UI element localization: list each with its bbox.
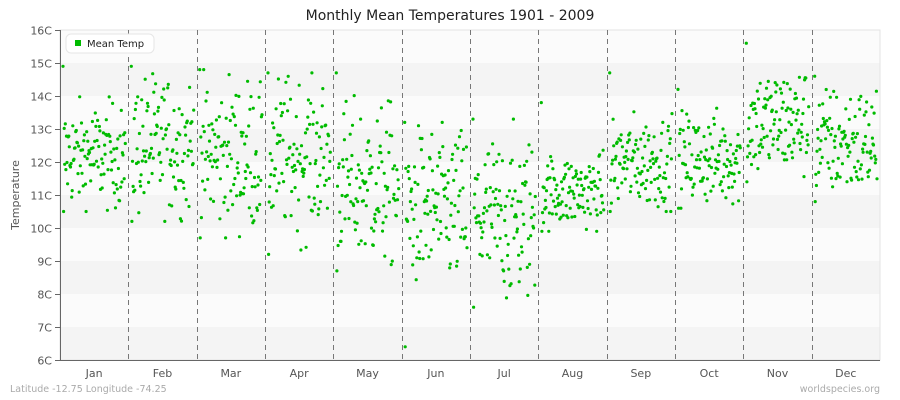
y-tick-label: 6C — [37, 355, 52, 368]
x-tick-label: Mar — [220, 367, 241, 380]
data-points — [61, 41, 879, 349]
y-tick-label: 16C — [30, 25, 52, 38]
x-tick-label: Sep — [630, 367, 651, 380]
x-tick-label: May — [356, 367, 379, 380]
y-tick-label: 10C — [30, 223, 52, 236]
x-tick-label: Jun — [426, 367, 444, 380]
x-tick-label: Apr — [290, 367, 310, 380]
legend-box — [65, 33, 155, 54]
y-tick-label: 14C — [30, 91, 52, 104]
legend: Mean Temp — [65, 33, 155, 54]
x-tick-label: Nov — [767, 367, 789, 380]
month-separators — [128, 30, 813, 360]
y-tick-label: 12C — [30, 157, 52, 170]
x-tick-label: Jul — [497, 367, 511, 380]
y-tick-label: 9C — [37, 256, 52, 269]
x-tick-label: Dec — [835, 367, 856, 380]
chart-title: Monthly Mean Temperatures 1901 - 2009 — [305, 8, 595, 24]
y-tick-label: 15C — [30, 58, 52, 71]
axes: 6C 7C 8C 9C 10C 11C 12C 13C 14C 15C 16C Jan Feb Mar Ap… — [30, 25, 880, 380]
source-credit: worldspecies.org — [799, 384, 880, 395]
legend-marker-icon — [75, 40, 81, 46]
y-tick-label: 7C — [37, 322, 52, 335]
y-axis-title: Temperature — [9, 160, 22, 231]
x-tick-label: Oct — [700, 367, 720, 380]
x-tick-label: Jan — [85, 367, 103, 380]
y-tick-label: 13C — [30, 124, 52, 137]
x-tick-label: Aug — [562, 367, 583, 380]
y-tick-label: 11C — [30, 190, 52, 203]
location-caption: Latitude -12.75 Longitude -74.25 — [10, 384, 167, 395]
legend-label: Mean Temp — [87, 39, 144, 50]
y-tick-label: 8C — [37, 289, 52, 302]
x-tick-label: Feb — [153, 367, 172, 380]
